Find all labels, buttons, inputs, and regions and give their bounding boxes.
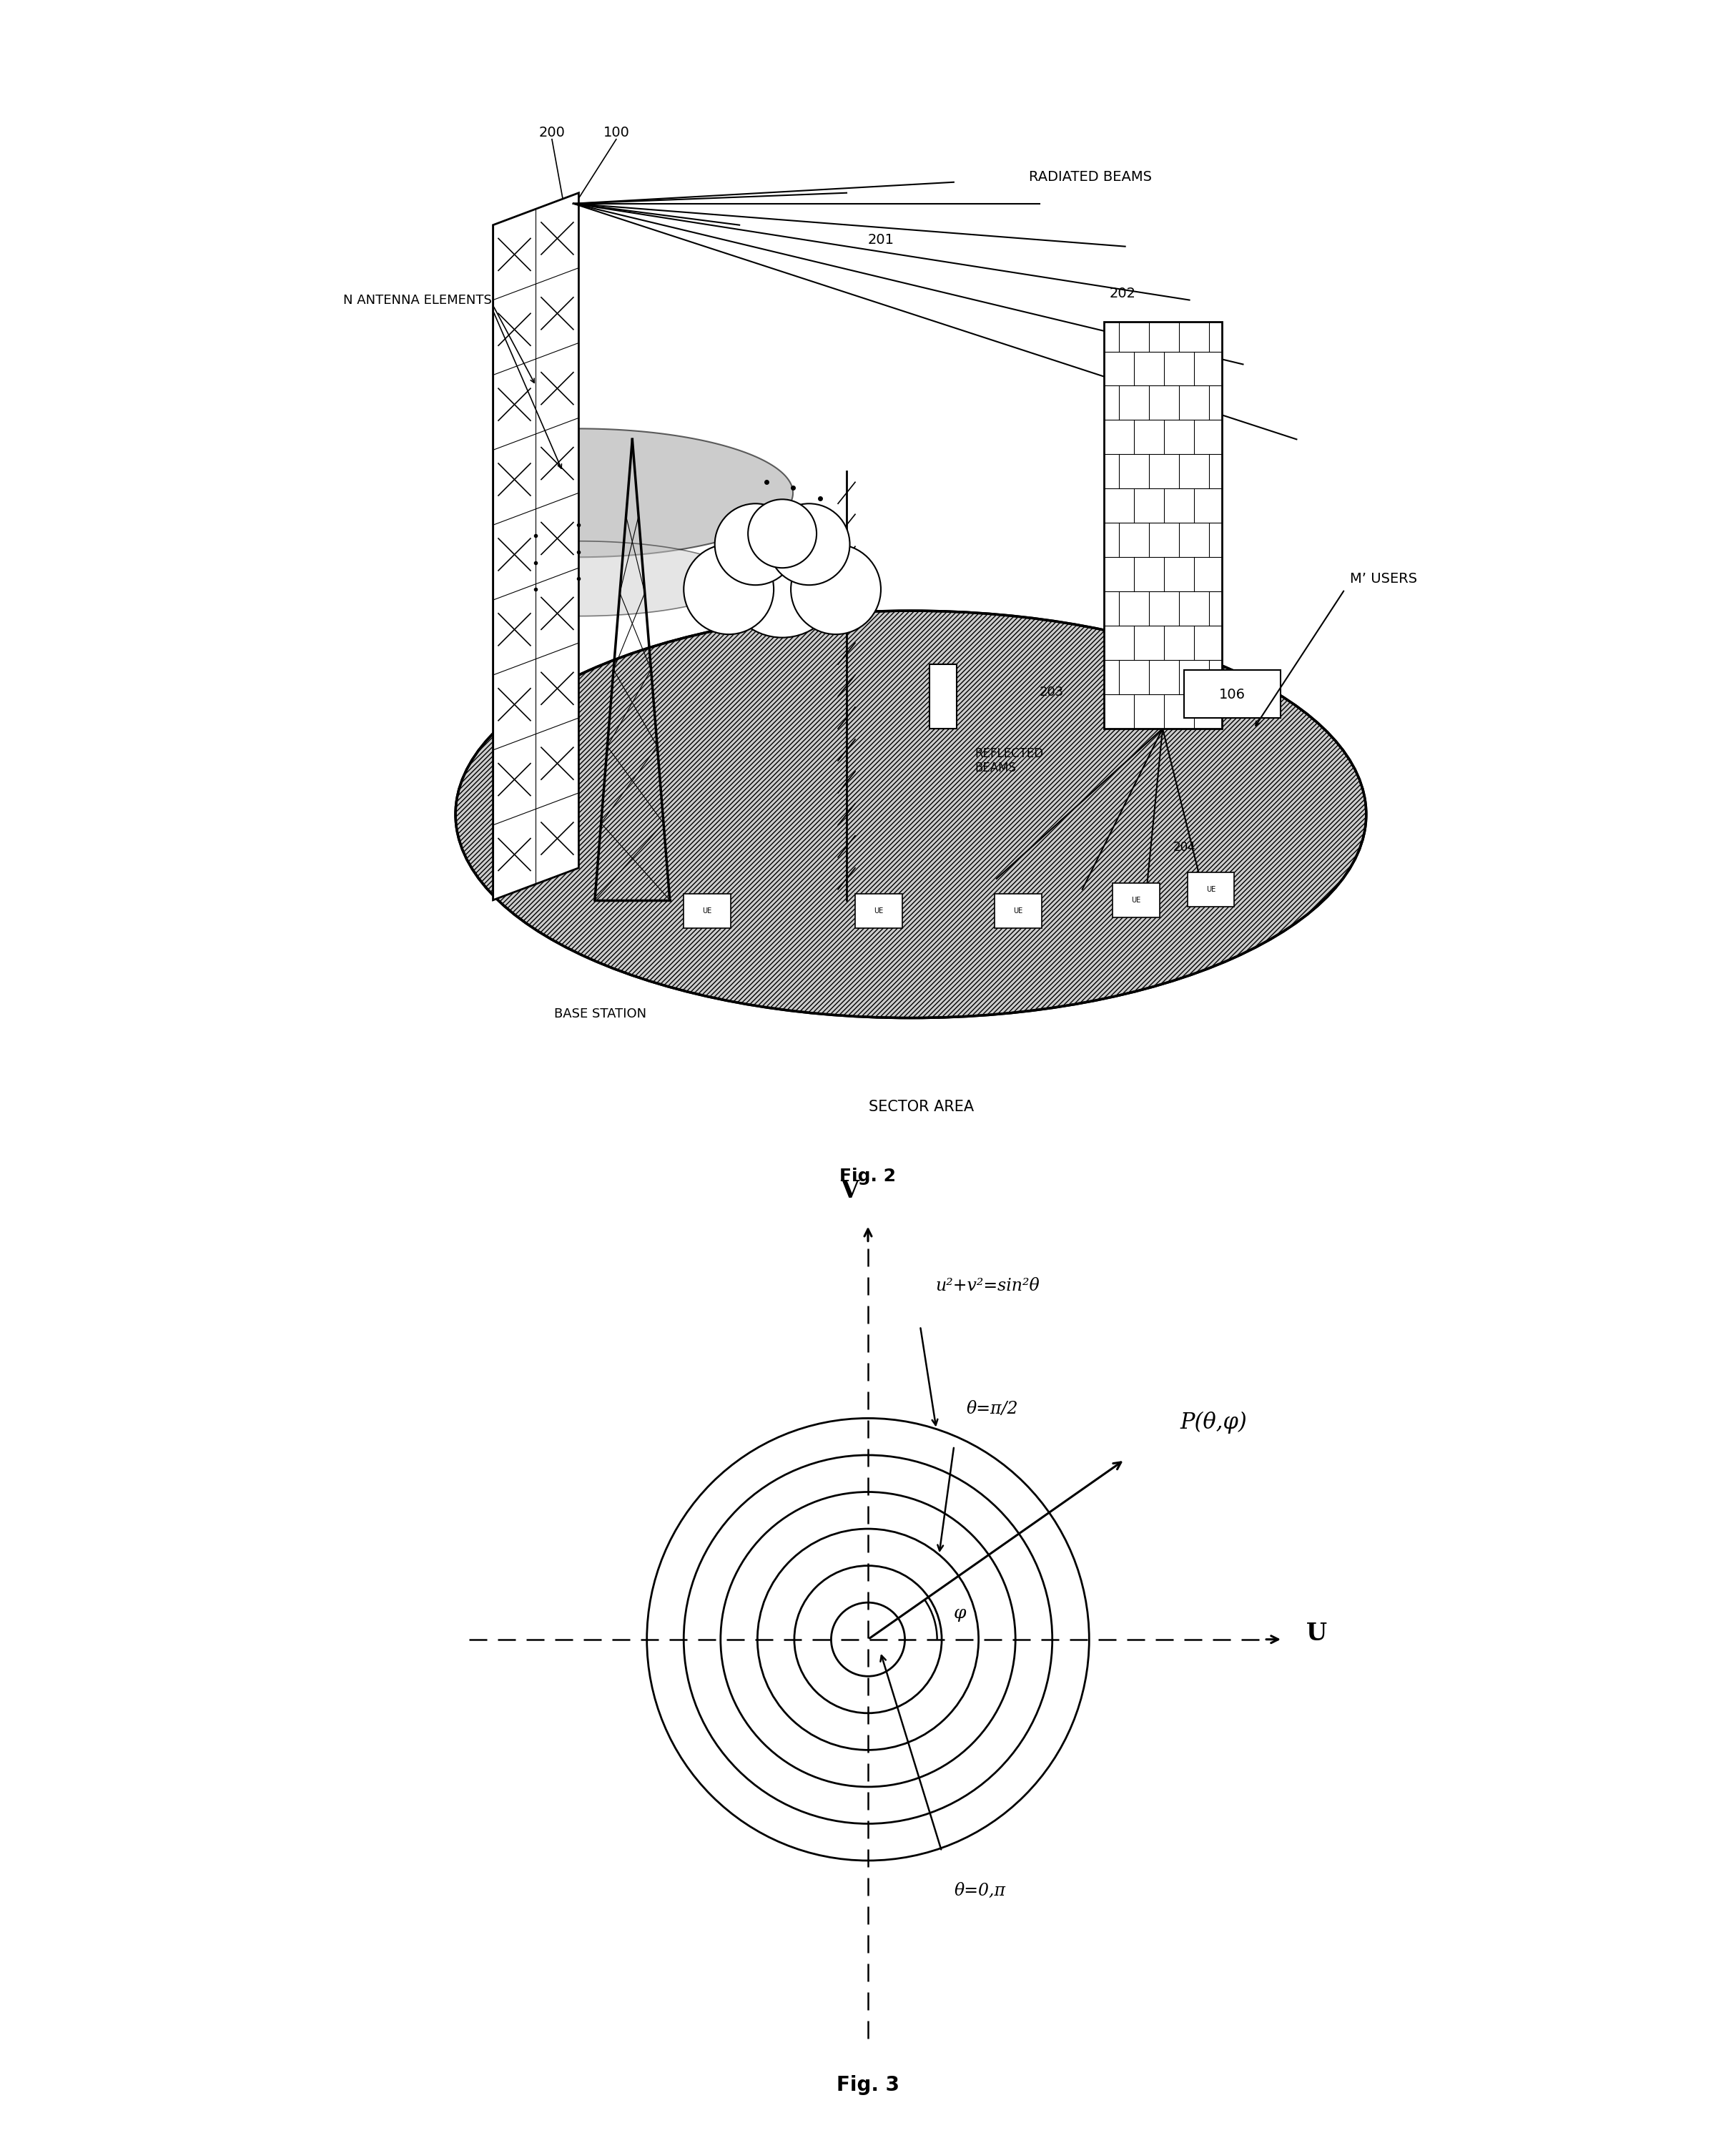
Text: BASE STATION: BASE STATION — [554, 1007, 646, 1020]
Circle shape — [724, 519, 842, 639]
Circle shape — [769, 504, 851, 585]
Text: 201: 201 — [868, 234, 894, 246]
Text: U: U — [1305, 1622, 1326, 1646]
Text: 200: 200 — [538, 126, 566, 139]
Text: θ=π/2: θ=π/2 — [967, 1402, 1017, 1417]
Circle shape — [792, 544, 880, 634]
Bar — [1184, 669, 1281, 718]
Text: REFLECTED
BEAMS: REFLECTED BEAMS — [976, 748, 1043, 774]
Text: N ANTENNA ELEMENTS: N ANTENNA ELEMENTS — [344, 294, 491, 306]
Text: P(θ,φ): P(θ,φ) — [1180, 1412, 1246, 1434]
Bar — [684, 894, 731, 928]
Text: 100: 100 — [602, 126, 630, 139]
Text: V: V — [840, 1179, 859, 1202]
Text: UE: UE — [1014, 906, 1023, 915]
Text: UE: UE — [873, 906, 884, 915]
Text: u²+v²=sin²θ: u²+v²=sin²θ — [936, 1277, 1040, 1294]
Polygon shape — [493, 193, 578, 900]
Ellipse shape — [455, 611, 1366, 1018]
Text: Fig. 3: Fig. 3 — [837, 2074, 899, 2096]
Text: UE: UE — [1132, 896, 1141, 904]
Text: 202: 202 — [1109, 287, 1135, 300]
Text: UE: UE — [1207, 885, 1215, 894]
Bar — [1104, 321, 1222, 729]
Text: Fig. 2: Fig. 2 — [840, 1168, 896, 1185]
Text: SECTOR AREA: SECTOR AREA — [870, 1099, 974, 1114]
Polygon shape — [578, 540, 740, 615]
Bar — [995, 894, 1042, 928]
Polygon shape — [578, 429, 793, 557]
Circle shape — [684, 544, 774, 634]
Text: 204: 204 — [1174, 840, 1196, 855]
Bar — [929, 664, 957, 729]
Text: RADIATED BEAMS: RADIATED BEAMS — [1029, 169, 1151, 184]
Bar — [1113, 883, 1160, 917]
Text: 106: 106 — [1219, 688, 1245, 701]
Text: φ: φ — [953, 1605, 967, 1622]
Bar — [1187, 872, 1234, 906]
Circle shape — [748, 499, 816, 568]
Text: θ=0,π: θ=0,π — [955, 1884, 1005, 1899]
Text: M’ USERS: M’ USERS — [1351, 572, 1417, 585]
Bar — [856, 894, 903, 928]
Text: 203: 203 — [1040, 686, 1064, 699]
Circle shape — [715, 504, 797, 585]
Text: UE: UE — [703, 906, 712, 915]
